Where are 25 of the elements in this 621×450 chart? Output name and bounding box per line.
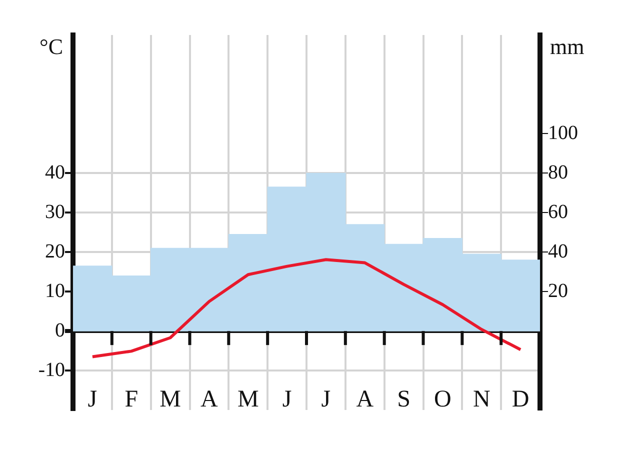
x-tick-label: F (124, 386, 138, 412)
y2-tick-label: 60 (548, 200, 568, 223)
y2-tick-label: 80 (548, 161, 568, 184)
x-tick-label: S (397, 386, 410, 412)
y2-axis-title: mm (550, 34, 584, 59)
y-tick-label: 0 (55, 319, 65, 342)
x-tick-label: A (200, 386, 219, 412)
y-tick-label: 30 (45, 200, 65, 223)
y-tick-label: 40 (45, 161, 65, 184)
x-tick-label: A (356, 386, 374, 412)
x-tick-label: N (472, 386, 490, 412)
x-tick-label: J (321, 386, 331, 412)
x-tick-label: M (237, 386, 259, 412)
y2-tick-label: 100 (548, 122, 578, 144)
x-tick-label: J (282, 386, 292, 412)
y2-tick-label: 40 (548, 240, 568, 262)
x-tick-label: M (160, 386, 181, 412)
y-tick-label: 10 (45, 280, 65, 302)
y-tick-label: -10 (38, 358, 65, 381)
y2-tick-label: 20 (548, 280, 568, 302)
y-tick-label: 20 (45, 240, 65, 262)
x-tick-label: O (434, 386, 452, 412)
x-tick-label: D (512, 386, 530, 412)
x-tick-label: J (88, 386, 98, 412)
y-axis-title: °C (40, 34, 63, 59)
